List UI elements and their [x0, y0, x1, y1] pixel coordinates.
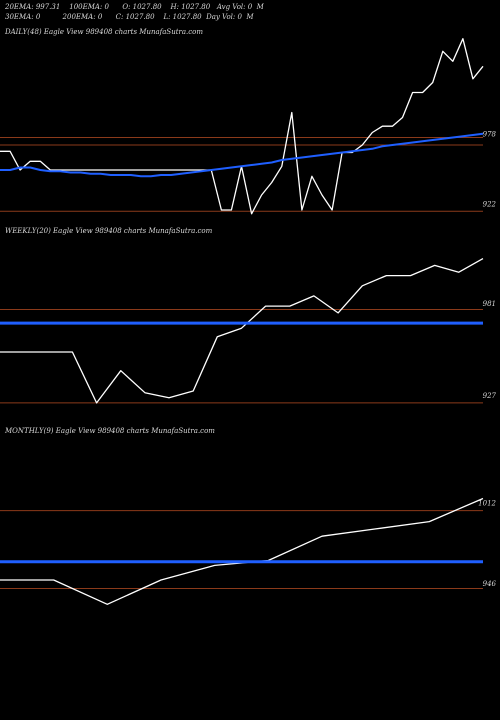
weekly-y-tick-0: 981 — [483, 300, 496, 308]
avg-vol-label: Avg Vol: 0 M — [216, 3, 264, 11]
day-vol-label: Day Vol: 0 M — [206, 13, 254, 21]
header-row-1: 20EMA: 997.31 100EMA: 0 O: 1027.80 H: 10… — [5, 3, 264, 11]
low-label: L: 1027.80 — [163, 13, 202, 21]
monthly-y-tick-0: 1012 — [478, 500, 496, 508]
daily-price-line — [0, 38, 484, 215]
ema100-label: 100EMA: 0 — [69, 3, 109, 11]
ema200-label: 200EMA: 0 — [62, 13, 103, 21]
daily-ema-line — [0, 132, 484, 178]
daily-y-tick-1: 922 — [483, 200, 497, 208]
close-label: C: 1027.80 — [115, 13, 155, 21]
high-label: H: 1027.80 — [170, 3, 211, 11]
daily-y-tick-0: 978 — [483, 130, 497, 138]
monthly-title: MONTHLY(9) Eagle View 989408 charts Muna… — [4, 427, 215, 435]
weekly-title: WEEKLY(20) Eagle View 989408 charts Muna… — [5, 227, 213, 235]
daily-title: DAILY(48) Eagle View 989408 charts Munaf… — [4, 28, 203, 36]
weekly-price-line — [0, 258, 484, 404]
open-label: O: 1027.80 — [122, 3, 162, 11]
header-row-2: 30EMA: 0 200EMA: 0 C: 1027.80 L: 1027.80… — [5, 13, 254, 21]
ema30-label: 30EMA: 0 — [5, 13, 41, 21]
ema20-label: 20EMA: 997.31 — [5, 3, 61, 11]
monthly-y-tick-1: 946 — [483, 580, 497, 588]
weekly-y-tick-1: 927 — [483, 392, 497, 400]
